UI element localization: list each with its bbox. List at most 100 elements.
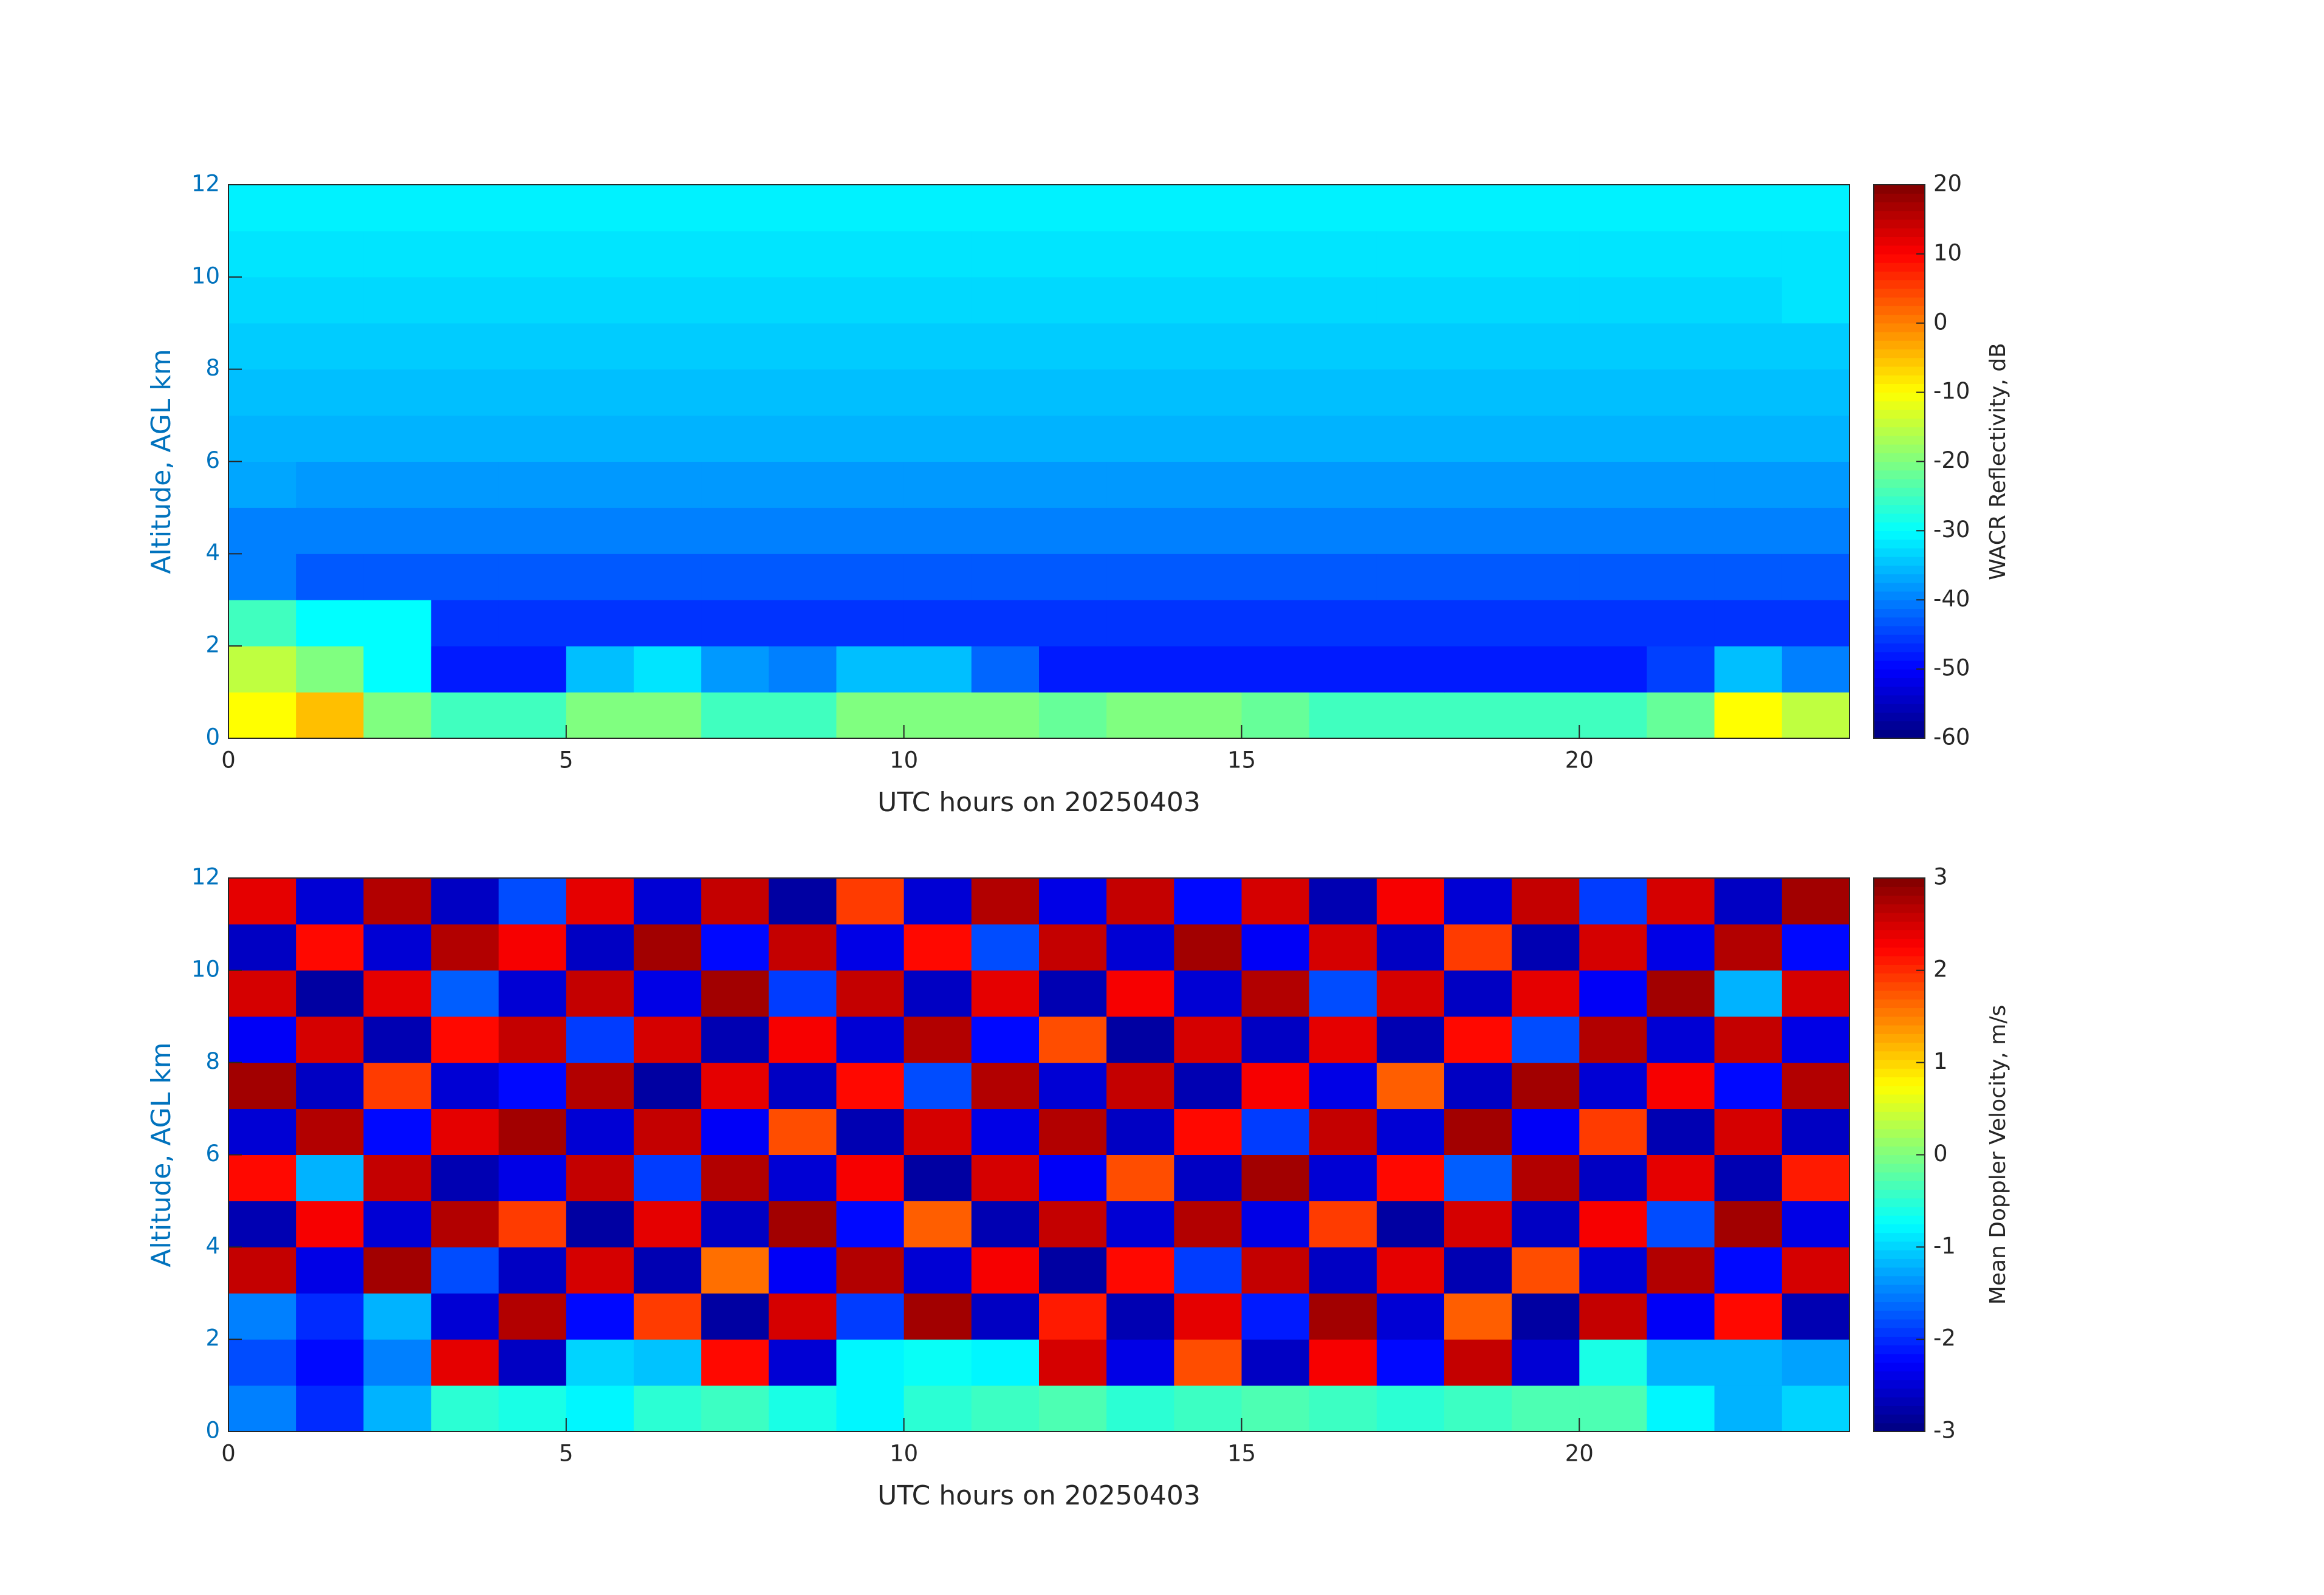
- colorbar-segment: [1874, 947, 1925, 956]
- colorbar-segment: [1874, 634, 1925, 644]
- heatmap-cell: [1174, 276, 1242, 324]
- heatmap-cell: [1376, 1016, 1445, 1063]
- colorbar-segment: [1874, 582, 1925, 592]
- heatmap-cell: [228, 461, 296, 508]
- colorbar-segment: [1874, 1198, 1925, 1207]
- colorbar-tick-label: -1: [1933, 1233, 1956, 1259]
- heatmap-cell: [1579, 600, 1647, 647]
- heatmap-cell: [1579, 230, 1647, 278]
- heatmap-cell: [769, 461, 837, 508]
- heatmap-cell: [971, 1385, 1040, 1432]
- heatmap-cell: [1376, 646, 1445, 693]
- heatmap-cell: [903, 1201, 972, 1247]
- colorbar-segment: [1874, 1328, 1925, 1337]
- heatmap-cell: [634, 878, 702, 925]
- heatmap-cell: [836, 600, 905, 647]
- heatmap-cell: [296, 1339, 364, 1386]
- colorbar-segment: [1874, 1154, 1925, 1164]
- heatmap-cell: [1174, 970, 1242, 1017]
- heatmap-cell: [498, 323, 567, 370]
- colorbar-segment: [1874, 253, 1925, 263]
- heatmap-cell: [971, 276, 1040, 324]
- heatmap-cell: [1174, 369, 1242, 416]
- colorbar-segment: [1874, 349, 1925, 358]
- heatmap-cell: [1174, 323, 1242, 370]
- heatmap-cell: [1241, 1062, 1310, 1110]
- y-tick-label: 12: [191, 171, 220, 197]
- heatmap-cell: [1714, 554, 1783, 600]
- heatmap-cell: [1512, 1293, 1580, 1340]
- heatmap-cell: [1039, 692, 1107, 739]
- y-tick-label: 8: [205, 355, 220, 381]
- heatmap-cell: [1039, 230, 1107, 278]
- heatmap-cell: [498, 230, 567, 278]
- heatmap-cell: [1781, 1201, 1850, 1247]
- colorbar-segment: [1874, 478, 1925, 488]
- heatmap-cell: [1106, 185, 1174, 232]
- heatmap-cell: [228, 1016, 296, 1063]
- x-tick-label: 15: [1227, 747, 1256, 773]
- heatmap-cell: [1309, 924, 1377, 971]
- heatmap-cell: [634, 1201, 702, 1247]
- heatmap-cell: [701, 1108, 769, 1155]
- colorbar-segment: [1874, 513, 1925, 523]
- heatmap-cell: [634, 600, 702, 647]
- heatmap-cell: [1444, 185, 1512, 232]
- heatmap-cell: [1647, 185, 1715, 232]
- heatmap-cell: [971, 554, 1040, 600]
- heatmap-cell: [1106, 924, 1174, 971]
- heatmap-cell: [1647, 1339, 1715, 1386]
- heatmap-cell: [1039, 878, 1107, 925]
- heatmap-cell: [296, 1108, 364, 1155]
- heatmap-cell: [228, 970, 296, 1017]
- heatmap-cell: [1781, 1247, 1850, 1294]
- heatmap-cell: [498, 185, 567, 232]
- heatmap-cell: [363, 554, 431, 600]
- heatmap-cell: [701, 415, 769, 462]
- colorbar-segment: [1874, 427, 1925, 436]
- heatmap-cell: [971, 692, 1040, 739]
- heatmap-cell: [431, 692, 499, 739]
- colorbar-segment: [1874, 1042, 1925, 1052]
- x-tick-label: 10: [889, 747, 918, 773]
- colorbar-segment: [1874, 1059, 1925, 1069]
- heatmap-cell: [971, 1016, 1040, 1063]
- heatmap-cell: [769, 554, 837, 600]
- heatmap-cell: [836, 276, 905, 324]
- heatmap-cell: [1781, 185, 1850, 232]
- colorbar-tick-label: -10: [1933, 378, 1970, 404]
- heatmap-cell: [1714, 1062, 1783, 1110]
- colorbar-tick-label: -50: [1933, 655, 1970, 681]
- heatmap-cell: [1781, 924, 1850, 971]
- heatmap-cell: [296, 1293, 364, 1340]
- heatmap-cell: [903, 1108, 972, 1155]
- heatmap-cell: [1444, 878, 1512, 925]
- heatmap-cell: [634, 1016, 702, 1063]
- heatmap-cell: [1714, 1247, 1783, 1294]
- heatmap-cell: [566, 692, 634, 739]
- heatmap-cell: [1106, 1154, 1174, 1201]
- heatmap-cell: [1512, 554, 1580, 600]
- heatmap-cell: [1647, 507, 1715, 554]
- colorbar-segment: [1874, 617, 1925, 626]
- heatmap-cell: [1241, 1016, 1310, 1063]
- heatmap-cell: [903, 1247, 972, 1294]
- colorbar-segment: [1874, 1371, 1925, 1381]
- heatmap-cell: [769, 1154, 837, 1201]
- heatmap-cell: [1309, 1154, 1377, 1201]
- colorbar-segment: [1874, 625, 1925, 635]
- colorbar-segment: [1874, 418, 1925, 428]
- heatmap-cell: [1579, 646, 1647, 693]
- heatmap-cell: [1174, 461, 1242, 508]
- heatmap-cell: [1444, 1293, 1512, 1340]
- heatmap-cell: [1714, 1385, 1783, 1432]
- heatmap-cell: [1241, 554, 1310, 600]
- heatmap-cell: [1714, 461, 1783, 508]
- heatmap-cell: [1106, 600, 1174, 647]
- colorbar-segment: [1874, 565, 1925, 575]
- heatmap-cell: [1647, 924, 1715, 971]
- heatmap-cell: [701, 507, 769, 554]
- heatmap-cell: [1444, 1062, 1512, 1110]
- heatmap-cell: [1781, 970, 1850, 1017]
- heatmap-cell: [769, 924, 837, 971]
